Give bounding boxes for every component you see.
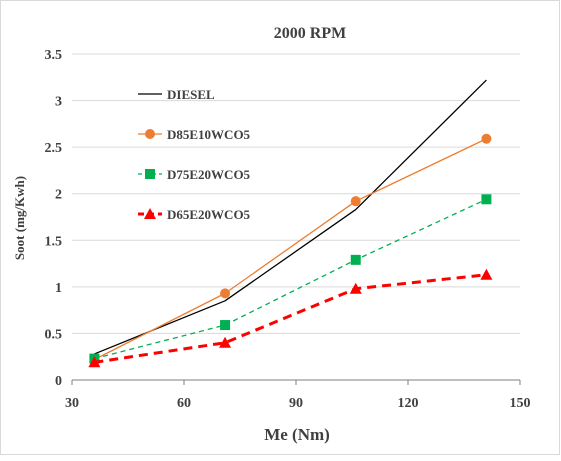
legend: DIESEL D85E10WCO5 D75E20WCO5 D65E20WCO5 bbox=[138, 87, 251, 222]
legend-swatch-marker bbox=[145, 129, 155, 139]
legend-label: D85E10WCO5 bbox=[167, 127, 251, 142]
series-line bbox=[94, 273, 487, 364]
x-tick-label: 150 bbox=[510, 396, 531, 411]
data-point bbox=[350, 196, 361, 207]
series-line bbox=[94, 198, 487, 360]
legend-item: D75E20WCO5 bbox=[138, 167, 251, 182]
series-layer bbox=[88, 79, 493, 368]
x-tick-label: 90 bbox=[289, 396, 303, 411]
legend-label: D75E20WCO5 bbox=[167, 167, 251, 182]
legend-item: D65E20WCO5 bbox=[138, 207, 251, 222]
y-tick-label: 0.5 bbox=[45, 327, 63, 342]
x-tick-label: 30 bbox=[65, 396, 79, 411]
y-tick-label: 2.5 bbox=[45, 141, 63, 156]
data-point bbox=[219, 336, 232, 348]
series-line bbox=[94, 138, 487, 361]
y-tick-label: 1.5 bbox=[45, 234, 63, 249]
data-point bbox=[220, 320, 231, 331]
y-tick-label: 3 bbox=[55, 95, 62, 110]
data-point bbox=[480, 268, 493, 280]
legend-label: D65E20WCO5 bbox=[167, 207, 251, 222]
x-tick-label: 60 bbox=[177, 396, 191, 411]
y-tick-label: 0 bbox=[55, 374, 62, 389]
data-point bbox=[350, 254, 361, 265]
legend-swatch-marker bbox=[144, 208, 156, 219]
data-point bbox=[481, 194, 492, 205]
data-point bbox=[349, 282, 362, 294]
x-axis-label: Me (Nm) bbox=[264, 425, 330, 444]
data-point bbox=[88, 356, 101, 368]
y-tick-label: 1 bbox=[55, 281, 62, 296]
data-point bbox=[220, 288, 231, 299]
data-point bbox=[481, 133, 492, 144]
series-d65e20wco5 bbox=[88, 268, 493, 368]
y-tick-label: 3.5 bbox=[45, 48, 63, 63]
series-diesel bbox=[94, 79, 487, 355]
legend-swatch-marker bbox=[145, 169, 155, 179]
legend-item: D85E10WCO5 bbox=[138, 127, 251, 142]
y-tick-label: 2 bbox=[55, 188, 62, 203]
x-tick-label: 120 bbox=[398, 396, 419, 411]
legend-label: DIESEL bbox=[167, 87, 215, 102]
grid-layer bbox=[72, 53, 520, 334]
chart-title: 2000 RPM bbox=[274, 25, 346, 42]
y-axis-label: Soot (mg/Kwh) bbox=[12, 176, 27, 260]
legend-item: DIESEL bbox=[138, 87, 215, 102]
series-line bbox=[94, 79, 487, 355]
axes-layer: 0 0.5 1 1.5 2 2.5 3 3.5 30 60 90 120 150 bbox=[45, 48, 531, 411]
